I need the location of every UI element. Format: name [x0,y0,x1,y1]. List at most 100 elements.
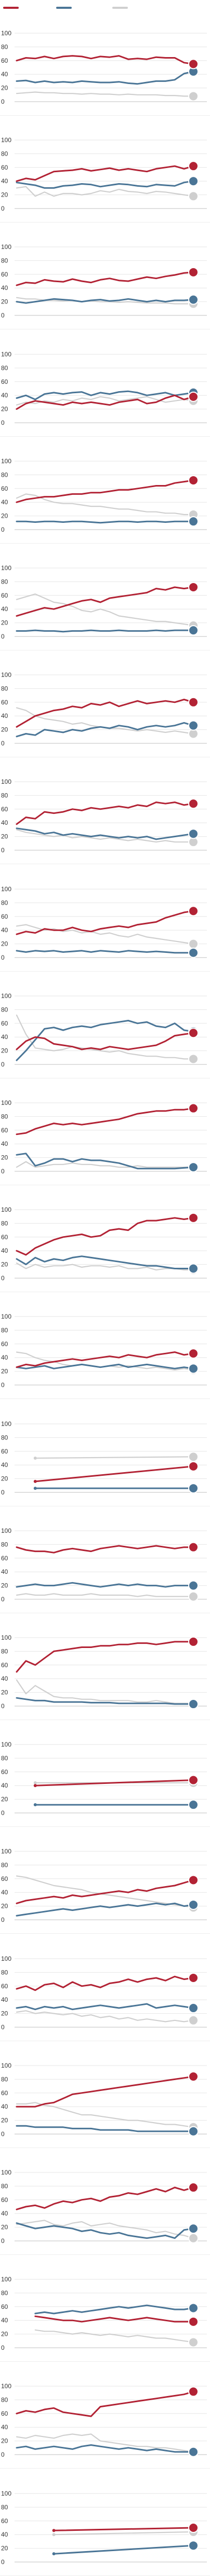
y-tick-label: 40 [1,71,8,78]
y-tick-label: 60 [1,1982,8,1989]
series-start-point [33,1781,37,1785]
series-line [34,1779,194,1786]
y-tick-label: 0 [1,1916,5,1923]
y-tick-label: 20 [1,1154,8,1161]
chart-panel: 0 20 40 60 80 100 [0,1940,210,2041]
y-tick-label: 60 [1,1447,8,1455]
line-chart: 0 20 40 60 80 100 [1,2276,207,2351]
y-tick-label: 80 [1,1862,8,1869]
legend-swatch [56,6,72,9]
y-tick-label: 40 [1,2103,8,2110]
series-end-point [188,1103,199,1114]
panel-divider [0,2575,210,2576]
series-line [16,722,194,738]
legend-item [3,3,21,10]
series-line [16,801,194,825]
y-tick-label: 40 [1,1033,8,1041]
series-line [16,2222,194,2239]
chart-panel: 0 20 40 60 80 100 [0,2261,210,2362]
y-tick-label: 20 [1,2224,8,2231]
series-end-point [188,905,199,916]
series-line [16,2391,194,2417]
y-tick-label: 100 [1,243,11,251]
y-tick-label: 20 [1,2116,8,2124]
series-end-point [188,720,199,731]
series-end-point [188,1775,199,1785]
series-end-point [188,516,199,527]
series-end-point [188,161,199,172]
y-tick-label: 100 [1,2276,11,2283]
series-end-point [188,267,199,278]
series-line [16,829,194,843]
series-line [16,390,194,400]
y-tick-label: 100 [1,2383,11,2390]
series-line [16,1364,194,1370]
line-chart: 0 20 40 60 80 100 [1,458,207,533]
y-tick-label: 40 [1,1996,8,2003]
series-end-point [188,1451,199,1462]
series-end-point [188,2540,199,2551]
y-tick-label: 60 [1,378,8,385]
chart-panel: 0 20 40 60 80 100 [0,1084,210,1185]
y-tick-label: 40 [1,1675,8,1682]
series-end-point [188,2386,199,2397]
y-tick-label: 40 [1,605,8,613]
y-tick-label: 80 [1,1755,8,1762]
y-tick-label: 100 [1,1634,11,1641]
y-tick-label: 40 [1,1782,8,1789]
chart-panel: 0 20 40 60 80 100 [0,977,210,1078]
chart-panel: 0 20 40 60 80 100 [0,549,210,650]
series-line [16,165,194,182]
panel-divider [0,1398,210,1400]
y-tick-label: 0 [1,1381,5,1389]
y-tick-label: 20 [1,1796,8,1803]
series-start-point [52,2552,56,2555]
chart-panel: 0 20 40 60 80 100 [0,15,210,116]
y-tick-label: 80 [1,364,8,371]
chart-panel: 0 20 40 60 80 100 [0,2475,210,2576]
y-tick-label: 60 [1,2410,8,2417]
y-tick-label: 100 [1,671,11,678]
legend-item [56,3,74,10]
chart-legend [0,0,210,21]
y-tick-label: 80 [1,2397,8,2404]
series-end-point [188,176,199,187]
y-tick-label: 60 [1,1340,8,1348]
y-tick-label: 0 [1,2237,5,2245]
y-tick-label: 20 [1,85,8,92]
series-line [16,924,194,945]
series-line [53,2544,194,2555]
y-tick-label: 40 [1,285,8,292]
legend-swatch [112,6,128,9]
series-line [16,2186,194,2210]
y-tick-label: 0 [1,419,5,426]
y-tick-label: 100 [1,351,11,358]
series-line [16,1582,194,1588]
series-end-point [188,1028,199,1038]
y-tick-label: 20 [1,1475,8,1482]
series-start-point [52,2532,56,2536]
chart-panel: 0 20 40 60 80 100 [0,1191,210,1293]
y-tick-label: 80 [1,471,8,478]
series-line [16,2101,194,2128]
y-tick-label: 0 [1,954,5,961]
series-line [16,91,194,97]
line-chart: 0 20 40 60 80 100 [1,564,207,640]
y-tick-label: 20 [1,1689,8,1696]
line-chart: 0 20 40 60 80 100 [1,2490,207,2566]
y-tick-label: 60 [1,57,8,64]
series-end-point [188,1591,199,1602]
y-tick-label: 0 [1,633,5,640]
series-end-point [188,581,199,592]
y-tick-label: 20 [1,833,8,840]
y-tick-label: 40 [1,2317,8,2324]
y-tick-label: 60 [1,1020,8,1027]
series-end-point [188,1263,199,1274]
y-tick-label: 0 [1,1168,5,1175]
series-end-point [188,1483,199,1493]
line-chart: 0 20 40 60 80 100 [1,1955,207,2031]
y-tick-label: 80 [1,1969,8,1976]
y-tick-label: 60 [1,806,8,813]
line-chart: 0 20 40 60 80 100 [1,351,207,426]
y-tick-label: 0 [1,740,5,747]
